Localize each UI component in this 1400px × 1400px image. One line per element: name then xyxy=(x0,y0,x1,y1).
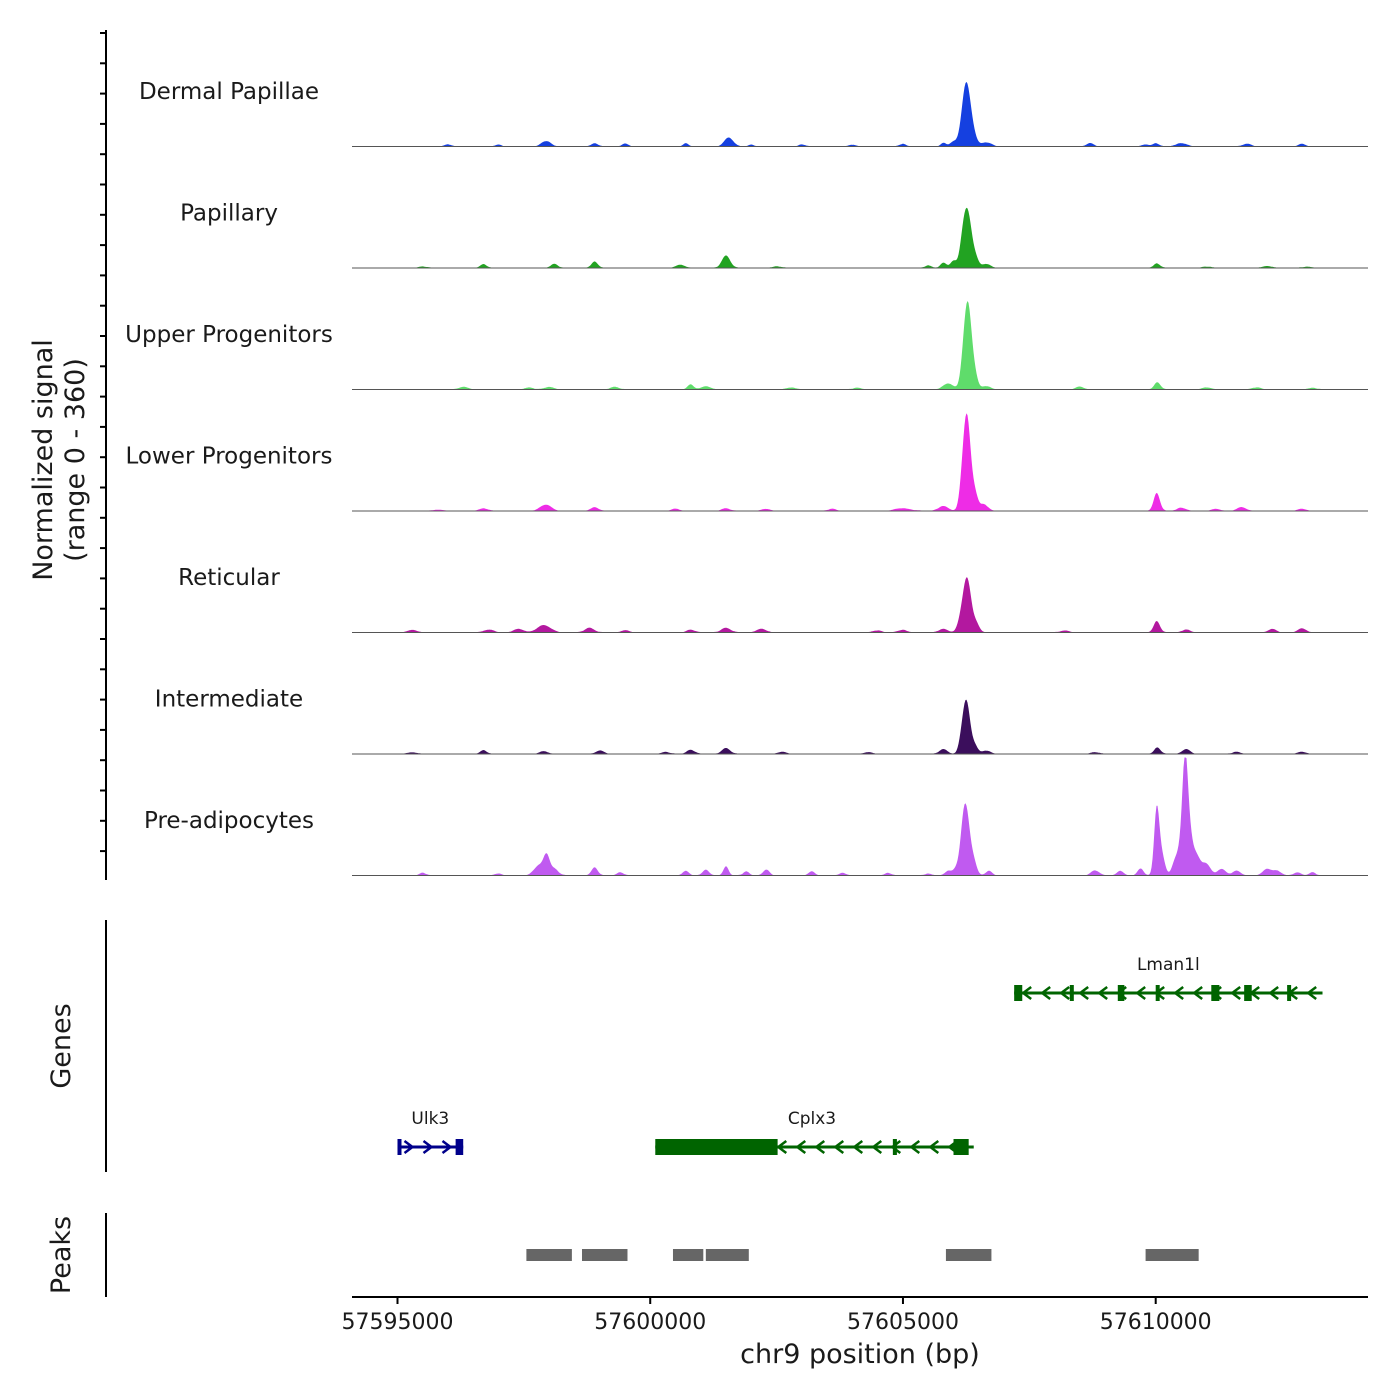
track-label: Dermal Papillae xyxy=(139,79,319,105)
x-tick-label: 57605000 xyxy=(847,1310,959,1335)
peaks-panel xyxy=(526,1249,1199,1261)
strand-arrow xyxy=(890,1140,902,1154)
peak-region xyxy=(581,1249,628,1261)
track-label: Lower Progenitors xyxy=(126,444,333,470)
track-label: Pre-adipocytes xyxy=(144,808,314,834)
strand-arrow xyxy=(795,1140,807,1154)
strand-arrow xyxy=(403,1140,415,1154)
strand-arrow xyxy=(1173,986,1184,1000)
strand-arrow xyxy=(928,1140,940,1154)
peak-region xyxy=(526,1249,572,1261)
gene-cplx3: Cplx3 xyxy=(655,1109,974,1155)
genes-panel-label: Genes xyxy=(46,1003,77,1088)
strand-arrow xyxy=(871,1140,883,1154)
track-reticular: Reticular xyxy=(178,565,1368,633)
strand-arrow xyxy=(1135,986,1146,1000)
peak-region xyxy=(945,1249,992,1261)
signal-tracks-panel: Dermal Papillae Papillary Upper Progenitor… xyxy=(125,79,1368,876)
strand-arrow xyxy=(1021,986,1032,1000)
track-label: Upper Progenitors xyxy=(125,322,333,348)
track-dermal-papillae: Dermal Papillae xyxy=(139,79,1368,147)
strand-arrow xyxy=(1192,986,1203,1000)
strand-arrow xyxy=(833,1140,845,1154)
track-label: Reticular xyxy=(178,565,280,591)
track-lower-progenitors: Lower Progenitors xyxy=(126,413,1368,512)
strand-arrow xyxy=(814,1140,826,1154)
exon xyxy=(1117,985,1125,1001)
x-tick-label: 57610000 xyxy=(1100,1310,1212,1335)
strand-arrow xyxy=(1230,986,1241,1000)
peaks-panel-label: Peaks xyxy=(46,1216,77,1294)
peak-region xyxy=(1145,1249,1199,1261)
exon xyxy=(1244,985,1252,1001)
exon xyxy=(1155,985,1160,1001)
signal-area xyxy=(397,207,1323,268)
strand-arrow xyxy=(441,1140,453,1154)
signal-area xyxy=(397,699,1323,754)
y-axis-range: (range 0 - 360) xyxy=(60,358,91,562)
x-tick-label: 57595000 xyxy=(342,1310,454,1335)
exon xyxy=(953,1139,969,1155)
exon xyxy=(397,1139,402,1155)
exon xyxy=(1287,985,1292,1001)
x-tick-label: 57600000 xyxy=(594,1310,706,1335)
exon xyxy=(892,1139,897,1155)
strand-arrow xyxy=(1097,986,1108,1000)
gene-label: Cplx3 xyxy=(788,1109,836,1129)
strand-arrow xyxy=(1040,986,1051,1000)
exon xyxy=(1069,985,1074,1001)
strand-arrow xyxy=(852,1140,864,1154)
strand-arrow xyxy=(909,1140,921,1154)
signal-area xyxy=(397,577,1323,633)
y-axis-title: Normalized signal xyxy=(28,339,59,581)
exon xyxy=(1211,985,1220,1001)
exon xyxy=(455,1139,464,1155)
gene-label: Ulk3 xyxy=(411,1109,449,1129)
signal-area xyxy=(397,413,1323,511)
gene-lman1l: Lman1l xyxy=(1014,955,1323,1001)
track-pre-adipocytes: Pre-adipocytes xyxy=(144,757,1368,876)
exon xyxy=(1014,985,1023,1001)
gene-label: Lman1l xyxy=(1137,955,1200,975)
gene-ulk3: Ulk3 xyxy=(397,1109,464,1155)
signal-area xyxy=(397,81,1323,147)
track-upper-progenitors: Upper Progenitors xyxy=(125,301,1368,390)
track-label: Intermediate xyxy=(155,687,303,713)
track-label: Papillary xyxy=(180,201,278,227)
strand-arrow xyxy=(776,1140,788,1154)
x-axis-ticks: 57595000 57600000 57605000 57610000 xyxy=(342,1297,1212,1335)
strand-arrow xyxy=(1306,986,1317,1000)
strand-arrow xyxy=(1059,986,1070,1000)
track-papillary: Papillary xyxy=(180,201,1368,269)
peak-region xyxy=(705,1249,749,1261)
track-intermediate: Intermediate xyxy=(155,687,1368,755)
strand-arrow xyxy=(1078,986,1089,1000)
signal-area xyxy=(397,301,1323,390)
signal-area xyxy=(397,757,1323,876)
x-axis-title: chr9 position (bp) xyxy=(740,1339,980,1370)
signal-y-ticks xyxy=(100,32,106,853)
exon xyxy=(655,1139,778,1155)
genes-panel: Ulk3 Cplx3 Lman1l xyxy=(397,955,1323,1155)
strand-arrow xyxy=(1268,986,1279,1000)
peak-region xyxy=(672,1249,704,1261)
strand-arrow xyxy=(422,1140,434,1154)
